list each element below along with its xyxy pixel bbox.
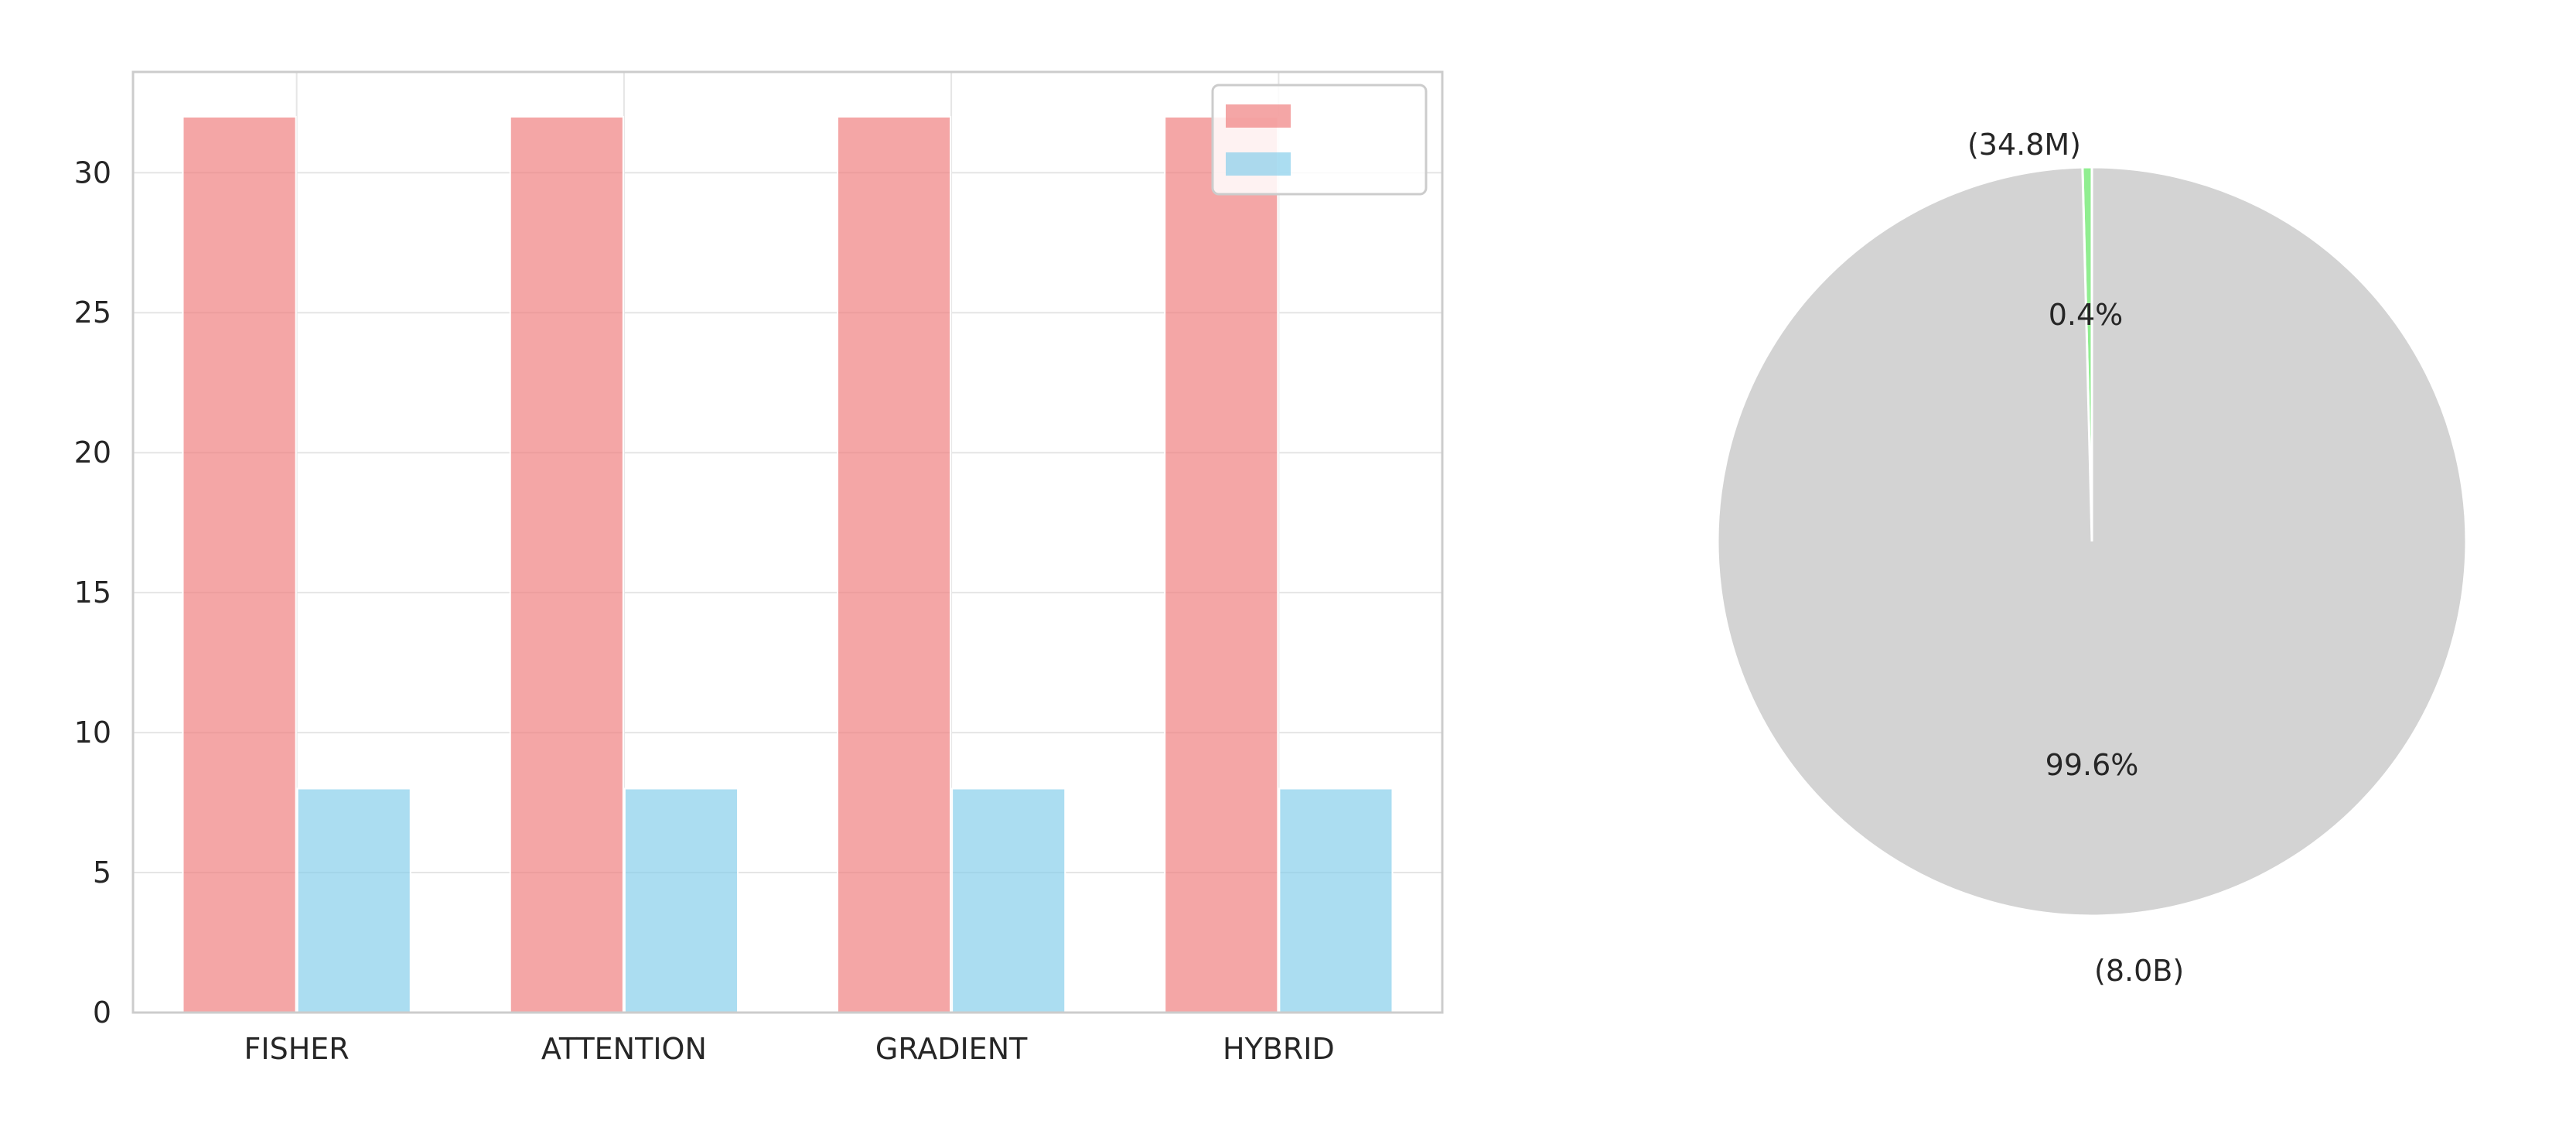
pie-slice-1	[1716, 166, 2468, 917]
y-tick-label: 15	[74, 576, 111, 610]
pie-label-1-value: (8.0B)	[2094, 954, 2184, 988]
bar-chart-panel: 0 5 10 15 20 25 30 FISHER ATTENTION GRADIENT HYBR…	[74, 70, 1444, 1066]
bar-x-tick-labels: FISHER ATTENTION GRADIENT HYBRID	[244, 1032, 1335, 1066]
legend-frame	[1211, 84, 1428, 196]
y-tick-label: 20	[74, 435, 111, 470]
bar-0-fisher	[182, 115, 297, 1013]
y-tick-label: 25	[74, 295, 111, 330]
x-tick-label: ATTENTION	[541, 1032, 707, 1066]
pie-slices	[1716, 166, 2468, 917]
bar-plot-frame	[131, 70, 1444, 1014]
legend-swatch-0	[1226, 104, 1291, 128]
bar-1-gradient	[951, 787, 1066, 1013]
bar-1-fisher	[296, 787, 411, 1013]
pie-labels: (34.8M) 0.4% 99.6% (8.0B)	[1967, 128, 2184, 988]
pie-pct-1: 99.6%	[2045, 748, 2139, 782]
legend-swatch-1	[1226, 152, 1291, 176]
bar-0-hybrid	[1164, 115, 1279, 1013]
bar-series	[182, 115, 1394, 1013]
bar-legend	[1211, 84, 1428, 196]
y-tick-label: 10	[74, 716, 111, 750]
pie-label-0-value: (34.8M)	[1967, 128, 2081, 162]
x-tick-label: FISHER	[244, 1032, 350, 1066]
bar-1-attention	[623, 787, 739, 1013]
pie-chart-panel: (34.8M) 0.4% 99.6% (8.0B)	[1716, 128, 2468, 988]
bar-0-gradient	[836, 115, 952, 1013]
bar-y-tick-labels: 0 5 10 15 20 25 30	[74, 155, 111, 1030]
y-tick-label: 30	[74, 155, 111, 190]
pie-pct-0: 0.4%	[2049, 298, 2124, 332]
y-tick-label: 5	[93, 856, 111, 890]
bar-1-hybrid	[1278, 787, 1394, 1013]
x-tick-label: GRADIENT	[875, 1032, 1028, 1066]
bar-0-attention	[509, 115, 624, 1013]
y-tick-label: 0	[93, 996, 111, 1030]
x-tick-label: HYBRID	[1223, 1032, 1335, 1066]
